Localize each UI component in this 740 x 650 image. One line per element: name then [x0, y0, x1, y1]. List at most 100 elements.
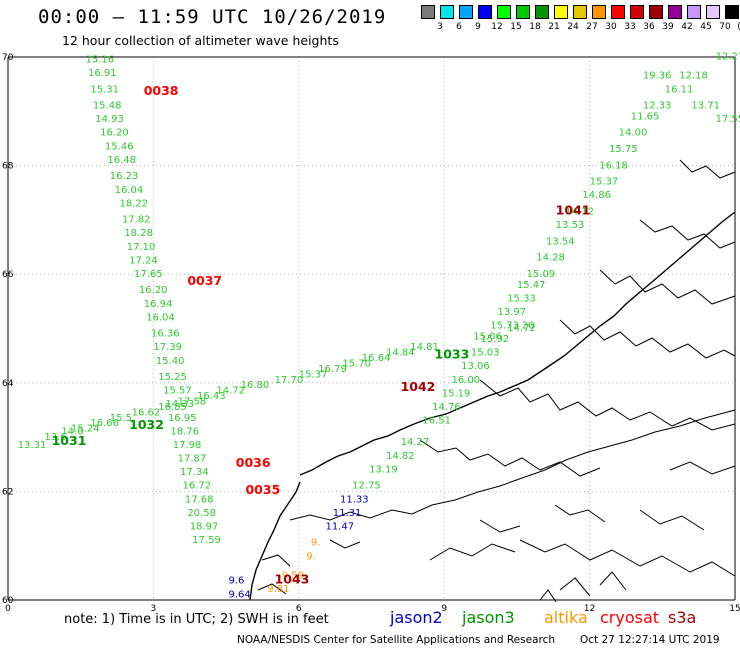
scale-swatch: [421, 5, 435, 19]
track-s3a: 12.27 19.36 12.18 16.11 12.33 13.71 11.65 17.55…: [352, 52, 740, 492]
wave-height-label: 14.81: [410, 342, 439, 353]
wave-height-label: 14.00: [619, 128, 648, 139]
wave-height-label: 17.24: [129, 255, 158, 266]
wave-height-label: 15.19: [442, 388, 471, 399]
scale-label: 12: [491, 22, 503, 32]
scale-label: 9: [475, 22, 481, 32]
wave-height-label: 20.58: [187, 508, 216, 519]
scale-swatch: [592, 5, 606, 19]
wave-height-label: 16.36: [151, 329, 180, 340]
scale-label: 6: [456, 22, 462, 32]
wave-height-label: 15.75: [609, 144, 638, 155]
scale-label: 15: [510, 22, 522, 32]
x-tick-label: 3: [151, 604, 157, 614]
x-tick-label: 0: [5, 604, 11, 614]
wave-height-label: 18.97: [190, 521, 219, 532]
wave-height-label: 16.00: [451, 375, 480, 386]
wave-height-label: 17.87: [178, 454, 207, 465]
wave-height-label: 15.16: [86, 54, 115, 65]
wave-height-label: 16.43: [197, 391, 226, 402]
pass-time-label: 1042: [401, 379, 436, 394]
wave-height-label: 15.40: [156, 356, 185, 367]
scale-swatch: [478, 5, 492, 19]
y-tick-label: 60: [2, 596, 14, 606]
wave-height-label: 14.12: [565, 206, 594, 217]
wave-height-label: 16.64: [362, 353, 391, 364]
scale-label: 3: [437, 22, 443, 32]
wave-height-label: 17.68: [185, 494, 214, 505]
wave-height-label: 17.55: [716, 114, 740, 125]
wave-height-label: 12.27: [716, 52, 740, 63]
pass-time-label: 1031: [52, 433, 87, 448]
y-tick-label: 66: [2, 270, 14, 280]
wave-height-label: 15.57: [163, 386, 192, 397]
wave-height-label: 17.98: [173, 440, 202, 451]
wave-height-label: 15.73: [490, 321, 519, 332]
scale-label: 21: [548, 22, 560, 32]
pass-time-label: 0038: [144, 83, 179, 98]
wave-height-label: 13.54: [546, 236, 575, 247]
wave-height-label: 16.80: [241, 380, 270, 391]
wave-height-label: 15.24: [71, 424, 100, 435]
wave-height-label: 11.47: [325, 521, 354, 532]
wave-height-label: 13.31: [18, 440, 47, 451]
map-subtitle: 12 hour collection of altimeter wave hei…: [62, 33, 339, 48]
scale-swatch: [611, 5, 625, 19]
wave-height-label: 13.71: [691, 101, 720, 112]
scale-label: 27: [586, 22, 598, 32]
lat-lon-grid: [7, 56, 736, 601]
scale-swatch: [459, 5, 473, 19]
wave-height-label: 14.76: [432, 402, 461, 413]
wave-height-label: 16.23: [110, 171, 139, 182]
x-tick-label: 15: [729, 604, 740, 614]
wave-height-label: 9.81: [267, 584, 289, 595]
wave-height-label: 14.72: [507, 323, 536, 334]
wave-height-label: 16.91: [88, 68, 117, 79]
wave-height-label: 13.06: [461, 361, 490, 372]
scale-swatch: [554, 5, 568, 19]
pass-time-label: 0036: [236, 455, 271, 470]
scale-label: 42: [681, 22, 693, 32]
map-note: note: 1) Time is in UTC; 2) SWH is in fe…: [64, 612, 329, 627]
pass-time-labels: 0038 0037 0036 0035 1031 1032 1033 1041 1042 1043: [52, 83, 591, 587]
wave-height-label: 11.33: [340, 494, 369, 505]
wave-height-label: 16.85: [158, 402, 187, 413]
wave-height-label: 16.95: [168, 413, 197, 424]
wave-height-label: 16.94: [144, 299, 173, 310]
wave-height-label: 16.72: [182, 481, 211, 492]
wave-height-label: 13.53: [556, 220, 585, 231]
track-altika: 9.9.9.599.81: [267, 538, 320, 595]
wave-height-label: 14.82: [386, 451, 415, 462]
wave-height-label: 15.06: [473, 331, 502, 342]
wave-height-label: 14.28: [536, 253, 565, 264]
wave-height-label: 16.62: [132, 407, 161, 418]
wave-height-label: 15.37: [299, 369, 328, 380]
wave-height-label: 14.33: [166, 399, 195, 410]
wave-height-label: 11.65: [631, 111, 660, 122]
wave-height-label: 15.47: [517, 280, 546, 291]
wave-height-label: 18.76: [170, 426, 199, 437]
scale-label: 30: [605, 22, 617, 32]
wave-height-label: 17.58: [178, 397, 207, 408]
wave-height-label: 9.64: [229, 589, 251, 600]
wave-height-label: 18.22: [119, 198, 148, 209]
wave-height-label: 17.70: [275, 375, 304, 386]
wave-height-label: 18.28: [124, 228, 153, 239]
wave-height-label: 15.33: [507, 293, 536, 304]
wave-height-label: 16.79: [318, 364, 347, 375]
wave-height-label: 15.03: [471, 348, 500, 359]
scale-swatch: [687, 5, 701, 19]
scale-swatch: [535, 5, 549, 19]
wave-height-label: 16.66: [90, 418, 119, 429]
wave-height-label: 13.97: [498, 307, 527, 318]
wave-height-label: 19.36: [643, 71, 672, 82]
scale-swatch: [649, 5, 663, 19]
y-tick-label: 62: [2, 487, 13, 497]
scale-swatch: [573, 5, 587, 19]
wave-height-label: 17.59: [192, 535, 221, 546]
scale-swatch: [668, 5, 682, 19]
scale-label: 39: [662, 22, 674, 32]
wave-height-label: 15.46: [105, 141, 134, 152]
legend-cryosat: cryosat: [600, 608, 660, 627]
